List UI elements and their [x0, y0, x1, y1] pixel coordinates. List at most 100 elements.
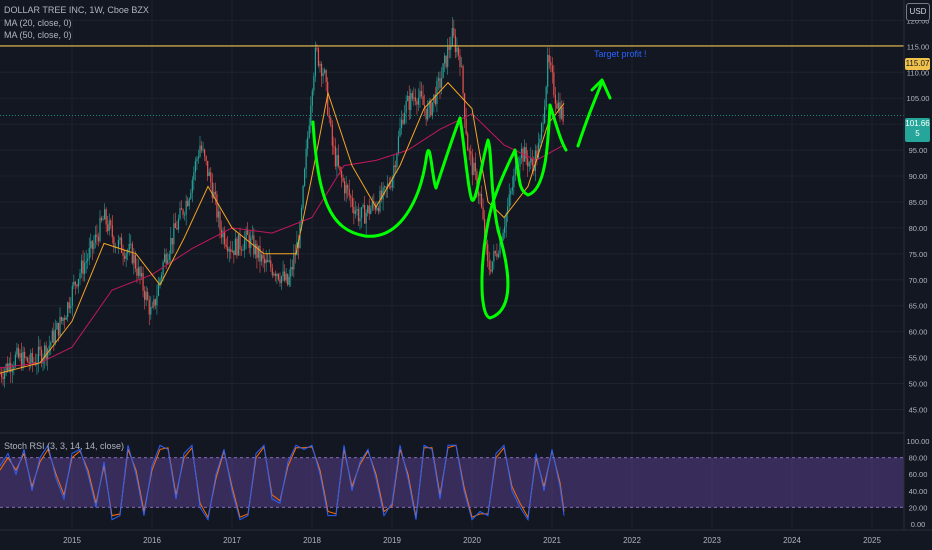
time-tick-label[interactable]: 2019	[383, 536, 401, 545]
candle-body	[493, 251, 495, 262]
ma50-legend[interactable]: MA (50, close, 0)	[4, 30, 72, 40]
candle-body	[65, 317, 67, 320]
candle-body	[197, 156, 200, 159]
candle-body	[87, 258, 89, 261]
candle-body	[173, 223, 175, 245]
candle-body	[290, 266, 292, 277]
candle-body	[17, 347, 20, 358]
candlestick-series	[0, 17, 564, 388]
time-tick-label[interactable]: 2016	[143, 536, 161, 545]
candle-body	[104, 209, 106, 220]
candle-body	[156, 295, 158, 306]
candle-body	[282, 271, 284, 277]
candle-body	[300, 207, 303, 224]
candle-body	[313, 76, 315, 91]
candle-body	[287, 274, 289, 285]
candle-body	[362, 204, 364, 208]
time-tick-label[interactable]: 2024	[783, 536, 801, 545]
candle-body	[127, 251, 129, 254]
candle-body	[428, 100, 430, 108]
candle-body	[480, 194, 483, 208]
price-axis-bg[interactable]	[904, 0, 932, 530]
candle-body	[171, 237, 173, 245]
candle-body	[390, 186, 392, 188]
candle-body	[145, 292, 147, 300]
candle-body	[322, 72, 324, 77]
candle-body	[291, 266, 293, 270]
time-tick-label[interactable]: 2020	[463, 536, 481, 545]
candle-body	[42, 357, 44, 364]
hand-drawn-pattern[interactable]	[311, 78, 612, 320]
candle-body	[230, 249, 232, 252]
candle-body	[96, 234, 98, 238]
candle-body	[374, 204, 376, 210]
candle-body	[440, 78, 443, 88]
candle-body	[348, 188, 350, 196]
time-tick-label[interactable]: 2015	[63, 536, 81, 545]
candle-body	[536, 150, 538, 159]
candle-body	[188, 198, 190, 207]
candle-body	[530, 158, 532, 163]
candle-body	[271, 267, 273, 276]
price-tick-label: 55.00	[909, 354, 928, 363]
candle-body	[459, 55, 461, 67]
candle-body	[4, 370, 6, 379]
time-tick-label[interactable]: 2017	[223, 536, 241, 545]
time-tick-label[interactable]: 2023	[703, 536, 721, 545]
candle-body	[117, 240, 120, 248]
candle-body	[490, 269, 492, 272]
symbol-title[interactable]: DOLLAR TREE INC, 1W, Cboe BZX	[4, 5, 149, 15]
stoch-tick-label: 20.00	[909, 503, 928, 512]
candle-body	[177, 218, 180, 230]
stoch-overbought-band	[0, 457, 904, 508]
candle-body	[474, 162, 476, 172]
currency-button[interactable]: USD	[906, 3, 930, 21]
candle-body	[308, 125, 310, 138]
candle-body	[528, 162, 530, 167]
candle-body	[120, 237, 123, 253]
candle-body	[436, 80, 438, 104]
candle-body	[414, 97, 416, 102]
time-axis-ticks[interactable]: 2015 2016 2017 2018 2019 2020 2021 2022 2023 2024…	[63, 536, 881, 545]
candle-body	[344, 181, 346, 194]
candle-body	[119, 237, 121, 241]
ma20-legend[interactable]: MA (20, close, 0)	[4, 18, 72, 28]
candle-body	[51, 330, 53, 343]
time-tick-label[interactable]: 2025	[863, 536, 881, 545]
candle-body	[97, 237, 100, 242]
candle-body	[411, 93, 413, 99]
candle-body	[368, 205, 370, 214]
candle-body	[39, 346, 41, 350]
candle-body	[557, 102, 560, 109]
candle-body	[319, 63, 321, 66]
candle-body	[325, 70, 327, 82]
candle-body	[545, 86, 547, 107]
current-price-value: 101.66	[905, 119, 930, 128]
stoch-rsi-legend[interactable]: Stoch RSI (3, 3, 14, 14, close)	[4, 441, 125, 451]
time-tick-label[interactable]: 2022	[623, 536, 641, 545]
candle-body	[470, 151, 472, 155]
candle-body	[479, 194, 481, 196]
candle-body	[445, 55, 447, 67]
candle-body	[208, 172, 210, 176]
candle-body	[542, 122, 544, 124]
candle-body	[40, 349, 43, 364]
candle-body	[499, 237, 501, 255]
candle-body	[385, 186, 387, 188]
candle-body	[367, 205, 369, 213]
candle-body	[354, 210, 356, 214]
time-tick-label[interactable]: 2018	[303, 536, 321, 545]
candle-body	[297, 242, 300, 249]
candle-body	[559, 102, 561, 119]
candle-body	[333, 145, 335, 147]
candle-body	[37, 346, 40, 363]
candle-body	[184, 214, 186, 216]
candle-body	[256, 244, 258, 258]
candle-body	[73, 281, 75, 286]
candle-body	[547, 54, 549, 87]
time-tick-label[interactable]: 2021	[543, 536, 561, 545]
candle-body	[494, 251, 496, 254]
candle-body	[473, 162, 475, 176]
candle-body	[324, 70, 326, 73]
